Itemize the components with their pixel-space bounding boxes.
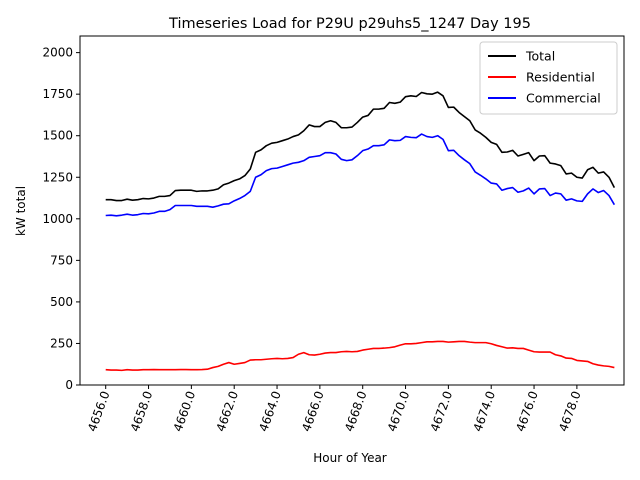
y-tick-label: 1500 [42, 129, 73, 143]
y-tick-label: 2000 [42, 46, 73, 60]
y-tick-label: 1250 [42, 170, 73, 184]
legend-label-total: Total [525, 49, 555, 64]
legend-label-commercial: Commercial [526, 91, 601, 106]
axes-frame [79, 35, 625, 386]
axes-spines [79, 35, 625, 386]
y-tick-label: 0 [65, 378, 73, 392]
series-line-total [105, 91, 616, 202]
series-line-residential [105, 340, 615, 372]
y-tick-label: 500 [50, 295, 73, 309]
x-axis-label: Hour of Year [313, 451, 387, 465]
y-tick-label: 1000 [42, 212, 73, 226]
series-layer [105, 91, 616, 372]
y-axis: 0 250 500 750 1000 1250 1500 1750 2000 [42, 46, 80, 392]
y-tick-label: 1750 [42, 87, 73, 101]
y-axis-label: kW total [14, 186, 28, 236]
y-tick-label: 250 [50, 336, 73, 350]
y-tick-label: 750 [50, 253, 73, 267]
legend-label-residential: Residential [526, 70, 595, 85]
legend-box [479, 41, 618, 115]
series-line-commercial [105, 133, 616, 217]
chart-title: Timeseries Load for P29U p29uhs5_1247 Da… [168, 16, 531, 32]
legend: Total Residential Commercial [479, 41, 618, 115]
